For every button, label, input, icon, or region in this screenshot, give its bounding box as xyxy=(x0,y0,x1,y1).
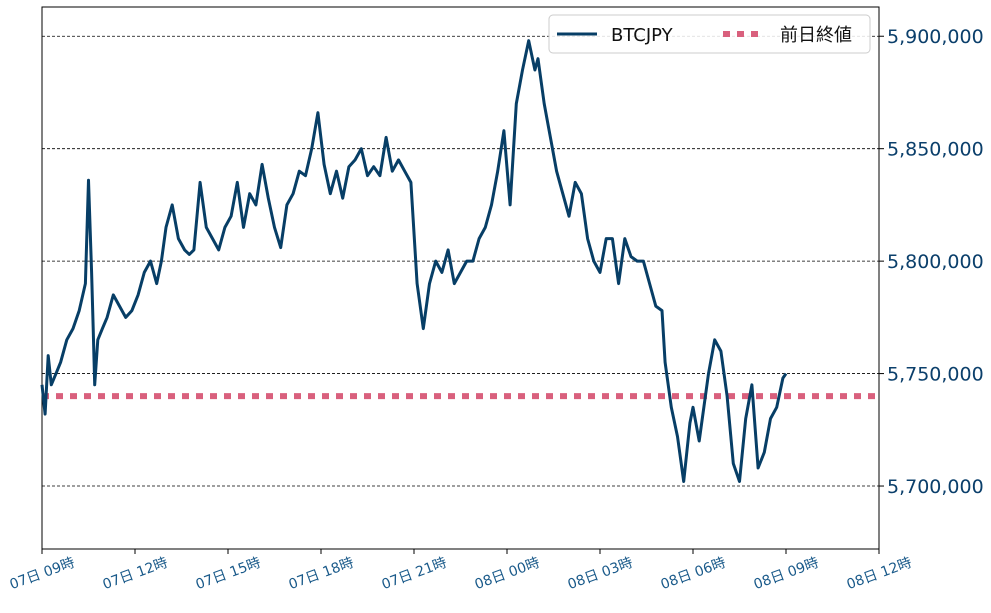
x-tick-label: 07日 18時 xyxy=(287,555,356,593)
x-tick-label: 08日 06時 xyxy=(659,555,728,593)
x-tick-label: 08日 09時 xyxy=(752,555,821,593)
plot-area xyxy=(41,6,880,550)
x-tick-label: 08日 03時 xyxy=(566,555,635,593)
y-tick-label: 5,850,000 xyxy=(887,139,984,161)
y-tick-label: 5,900,000 xyxy=(887,26,984,48)
legend-label-previous-close: 前日終値 xyxy=(780,25,852,46)
x-tick-label: 07日 21時 xyxy=(380,555,449,593)
x-tick-label: 07日 12時 xyxy=(101,555,170,593)
x-tick-label: 07日 09時 xyxy=(8,555,77,593)
y-tick-label: 5,700,000 xyxy=(887,476,984,498)
btcjpy-line xyxy=(40,39,788,483)
legend-label-btcjpy: BTCJPY xyxy=(611,25,674,46)
x-tick-label: 07日 15時 xyxy=(194,555,263,593)
y-tick-label: 5,800,000 xyxy=(887,251,984,273)
x-tick-label: 08日 00時 xyxy=(473,555,542,593)
y-tick-label: 5,750,000 xyxy=(887,364,984,386)
legend-box xyxy=(548,14,871,54)
x-tick-label: 08日 12時 xyxy=(845,555,914,593)
